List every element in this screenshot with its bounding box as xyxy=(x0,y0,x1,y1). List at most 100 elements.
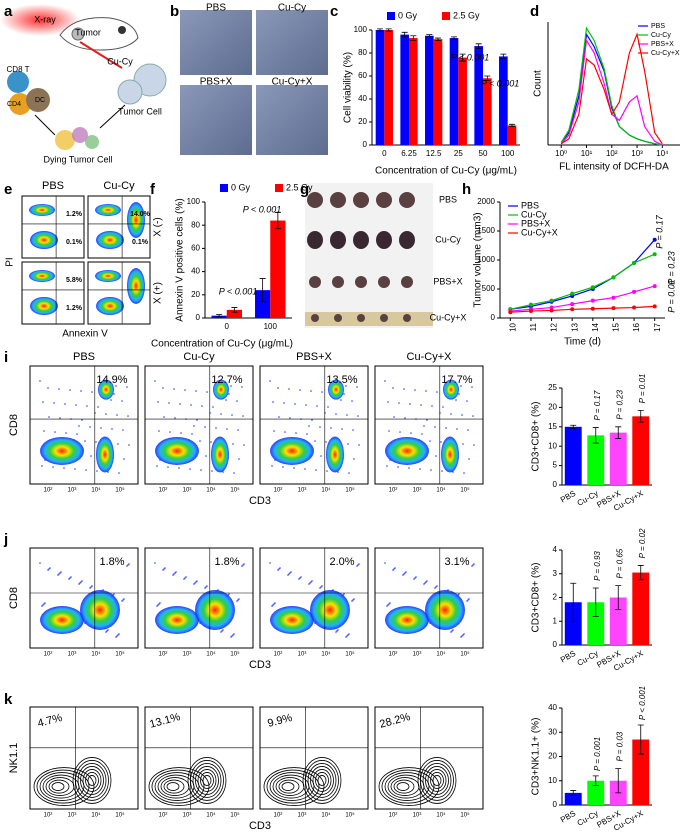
schematic xyxy=(0,4,167,150)
event xyxy=(421,433,423,435)
event xyxy=(458,393,460,395)
event xyxy=(278,568,280,570)
event xyxy=(429,440,431,442)
column-label: Cu-Cy xyxy=(103,180,135,192)
event xyxy=(113,593,115,595)
event xyxy=(294,403,296,405)
event xyxy=(221,630,223,632)
event xyxy=(106,630,108,632)
photo-label: PBS+X xyxy=(433,276,462,286)
event xyxy=(425,581,427,583)
contour xyxy=(163,779,185,794)
event xyxy=(299,389,301,391)
flow-tick-label: 10² xyxy=(389,813,398,819)
bar xyxy=(375,30,385,145)
flow-tick-label: 10⁵ xyxy=(115,487,125,494)
y-tick-label: 15 xyxy=(548,422,557,431)
contour xyxy=(48,779,70,794)
event xyxy=(352,599,354,601)
schematic-label: X-ray xyxy=(34,14,56,24)
event xyxy=(230,385,232,387)
event xyxy=(81,419,83,421)
flow-tick-label: 10⁴ xyxy=(206,487,216,494)
percent: 1.8% xyxy=(214,556,239,568)
event xyxy=(173,573,175,575)
contour xyxy=(384,772,430,801)
x-tick-label: 10¹ xyxy=(581,149,593,158)
axis-label: CD8 xyxy=(8,587,20,609)
event xyxy=(309,582,311,584)
event xyxy=(388,430,390,432)
axis-label: CD3 xyxy=(249,495,271,507)
y-tick-label: 10 xyxy=(548,776,557,785)
event xyxy=(452,629,454,631)
y-tick-label: 1000 xyxy=(477,255,495,264)
contour xyxy=(33,767,95,806)
y-tick-label: 3 xyxy=(553,569,558,578)
density xyxy=(155,606,199,634)
event xyxy=(271,605,273,607)
y-tick-label: 5 xyxy=(553,461,558,470)
event xyxy=(282,466,284,468)
event xyxy=(445,427,447,429)
contour xyxy=(266,769,320,804)
flow-tick-label: 10³ xyxy=(413,813,422,819)
panel-label: j xyxy=(3,531,8,548)
event xyxy=(189,468,191,470)
event xyxy=(461,635,463,637)
tumor xyxy=(309,276,321,288)
event xyxy=(205,455,207,457)
bar xyxy=(632,739,650,805)
y-tick-label: 0 xyxy=(553,640,558,649)
event xyxy=(436,391,438,393)
event xyxy=(126,386,128,388)
panel-label: e xyxy=(4,181,12,198)
event xyxy=(95,441,97,443)
y-tick-label: 0 xyxy=(363,140,368,149)
contour xyxy=(317,775,327,786)
event xyxy=(85,469,87,471)
event xyxy=(60,571,62,573)
event xyxy=(117,634,119,636)
flow-tick-label: 10³ xyxy=(413,488,422,494)
event xyxy=(232,443,234,445)
flow-tick-label: 10⁵ xyxy=(230,651,240,658)
error-bar xyxy=(570,424,577,429)
bar xyxy=(384,30,393,145)
axis-label: CD8 xyxy=(8,414,20,436)
event xyxy=(325,441,327,443)
event xyxy=(74,468,76,470)
event xyxy=(277,387,279,389)
error-bar xyxy=(459,53,466,62)
event xyxy=(388,603,390,605)
annotation: P < 0.001 xyxy=(243,204,281,214)
event xyxy=(467,429,469,431)
event xyxy=(311,580,313,582)
bar xyxy=(474,46,483,145)
event xyxy=(65,432,67,434)
flow-frame xyxy=(144,706,254,810)
event xyxy=(204,587,206,589)
panel-label: k xyxy=(4,691,13,708)
axis-label: FL intensity of DCFH-DA xyxy=(559,162,669,173)
event xyxy=(351,400,353,402)
x-tick-label: 12.5 xyxy=(426,149,442,158)
panel-label: a xyxy=(4,3,13,20)
event xyxy=(243,563,245,565)
y-tick-label: 100 xyxy=(354,25,368,34)
event xyxy=(226,428,228,430)
event xyxy=(41,605,43,607)
event xyxy=(128,563,130,565)
event xyxy=(49,567,51,569)
event xyxy=(39,380,41,382)
contour xyxy=(72,757,112,804)
event xyxy=(460,385,462,387)
event xyxy=(163,568,165,570)
event xyxy=(308,583,310,585)
event xyxy=(315,469,317,471)
error-bar xyxy=(615,768,622,794)
y-tick-label: 1 xyxy=(553,616,558,625)
event xyxy=(222,629,224,631)
event xyxy=(107,629,109,631)
